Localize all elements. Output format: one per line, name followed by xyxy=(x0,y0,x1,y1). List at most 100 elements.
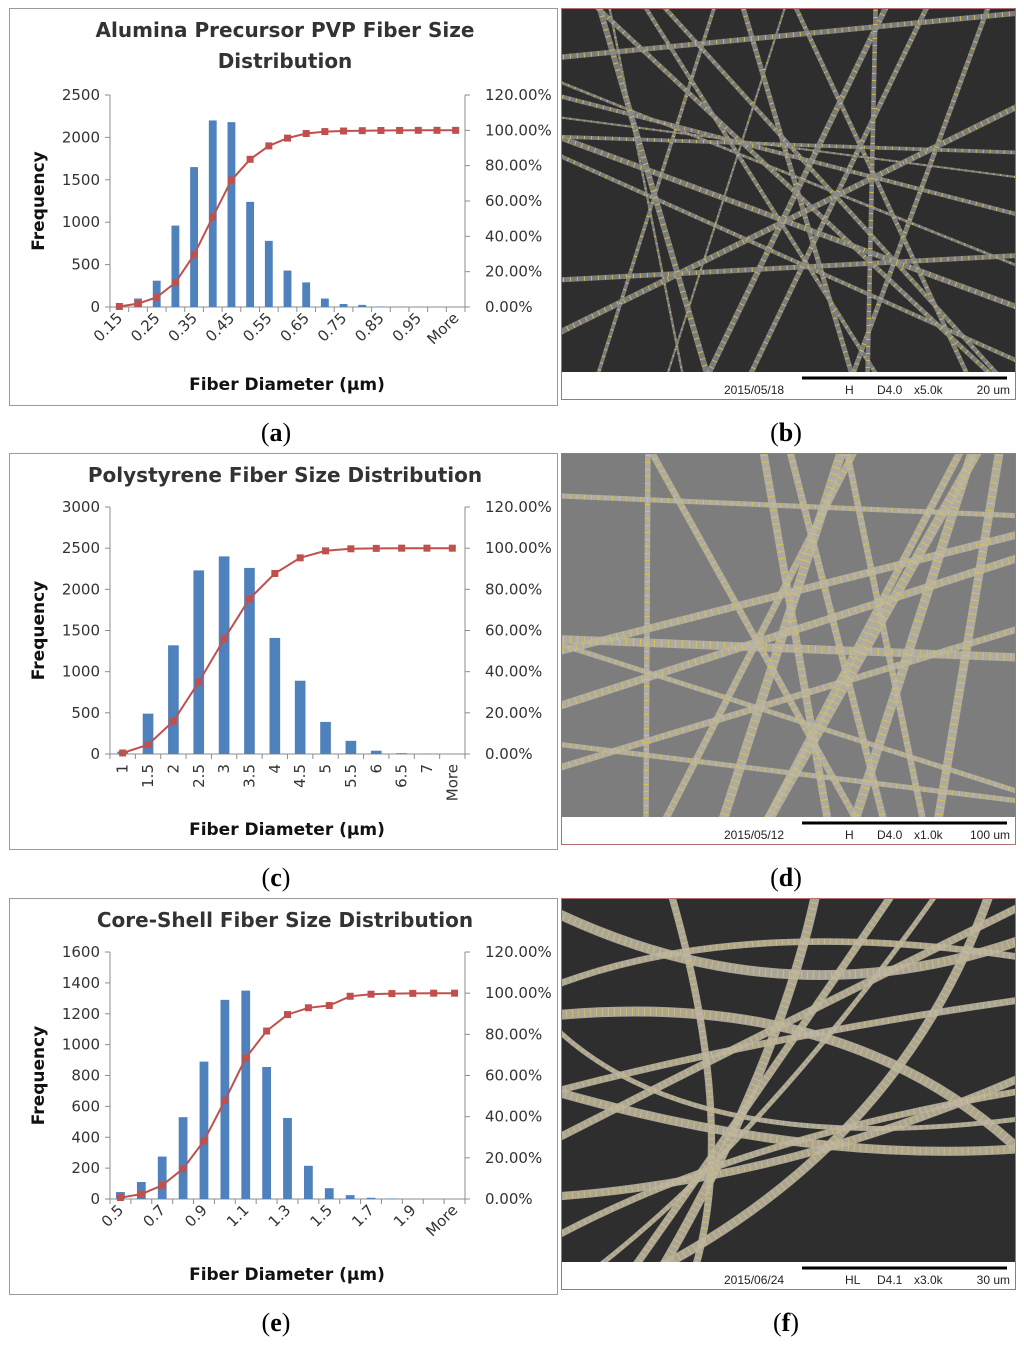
fiber xyxy=(562,135,1015,310)
fiber-measure-marks xyxy=(644,9,890,394)
cumulative-point xyxy=(179,1165,187,1173)
y2-tick-label: 20.00% xyxy=(485,704,542,722)
y-tick-label: 1600 xyxy=(62,943,100,961)
cumulative-point xyxy=(200,1137,208,1145)
frequency-bar xyxy=(339,304,348,307)
cumulative-point xyxy=(322,547,330,555)
sem-mode: H xyxy=(845,383,854,397)
x-tick-label: 1 xyxy=(114,764,132,774)
cumulative-point xyxy=(304,1004,312,1012)
x-tick-label: 0.55 xyxy=(239,309,275,345)
y-tick-label: 0 xyxy=(90,1190,100,1208)
caption-f: (f) xyxy=(772,1308,799,1337)
cumulative-point xyxy=(409,989,417,997)
x-tick-label: 0.95 xyxy=(389,309,425,345)
y-tick-label: 500 xyxy=(71,704,100,722)
y-tick-label: 1000 xyxy=(62,1036,100,1054)
cumulative-point xyxy=(190,251,198,259)
y2-tick-label: 120.00% xyxy=(485,86,552,104)
y2-tick-label: 100.00% xyxy=(485,121,552,139)
cumulative-point xyxy=(396,126,404,134)
fiber-measure-marks xyxy=(562,104,1015,335)
y2-tick-label: 100.00% xyxy=(485,539,552,557)
frequency-bar xyxy=(244,567,255,754)
caption-b: (b) xyxy=(770,418,802,447)
frequency-bar xyxy=(193,570,205,754)
sem-date: 2015/06/24 xyxy=(724,1273,784,1287)
fiber-measure-marks xyxy=(562,1089,1015,1237)
y-tick-label: 500 xyxy=(71,256,100,274)
y2-tick-label: 40.00% xyxy=(485,663,542,681)
cumulative-point xyxy=(153,293,161,301)
y-tick-label: 200 xyxy=(71,1159,100,1177)
cumulative-point xyxy=(220,635,228,643)
fiber-measure-marks xyxy=(660,9,786,393)
cumulative-point xyxy=(284,1011,291,1019)
y-tick-label: 800 xyxy=(71,1067,100,1085)
sem-working-distance: D4.1 xyxy=(877,1273,903,1287)
y-tick-label: 1000 xyxy=(62,663,100,681)
y2-tick-label: 60.00% xyxy=(485,622,542,640)
cumulative-point xyxy=(430,989,438,997)
cumulative-point xyxy=(284,134,291,142)
y-tick-label: 0 xyxy=(90,745,100,763)
x-tick-label: 0.25 xyxy=(127,309,163,345)
chart-title: Alumina Precursor PVP Fiber Size xyxy=(96,18,475,42)
y2-tick-label: 0.00% xyxy=(485,745,533,763)
x-tick-label: 4 xyxy=(266,764,284,774)
y2-tick-label: 80.00% xyxy=(485,157,542,175)
y-axis-label: Frequency xyxy=(29,1026,49,1126)
y-tick-label: 1500 xyxy=(62,171,100,189)
x-tick-label: 1.7 xyxy=(348,1201,378,1231)
sem-mode: HL xyxy=(845,1273,861,1287)
y-tick-label: 2500 xyxy=(62,86,100,104)
sem-image-polystyrene: 2015/05/12 H D4.0 x1.0k 100 um xyxy=(562,454,1015,844)
cumulative-point xyxy=(372,544,380,552)
fiber xyxy=(562,81,1015,267)
y-tick-label: 1400 xyxy=(62,974,100,992)
caption-f-letter: f xyxy=(781,1308,791,1337)
fiber-measure-marks xyxy=(562,905,1015,1140)
frequency-bar xyxy=(302,282,311,307)
frequency-bar xyxy=(283,1117,292,1199)
frequency-bar xyxy=(168,645,179,754)
x-tick-label: 0.75 xyxy=(314,309,350,345)
fiber xyxy=(629,899,993,1287)
cumulative-point xyxy=(137,1190,145,1198)
x-tick-label: More xyxy=(422,1201,461,1240)
sem-image-alumina: 2015/05/18 H D4.0 x5.0k 20 um xyxy=(562,9,1015,399)
chart-alumina-pvp: Alumina Precursor PVP Fiber Size Distribu… xyxy=(29,18,552,395)
fiber xyxy=(608,9,688,393)
frequency-bar xyxy=(396,753,407,754)
y2-tick-label: 20.00% xyxy=(485,1149,542,1167)
fiber xyxy=(844,454,930,838)
fiber xyxy=(649,899,820,1285)
x-tick-label: 0.5 xyxy=(98,1201,128,1231)
cumulative-point xyxy=(169,717,177,725)
frequency-bar xyxy=(324,1188,334,1199)
x-tick-label: 0.45 xyxy=(202,309,238,345)
sem-working-distance: D4.0 xyxy=(877,828,903,842)
y-tick-label: 2500 xyxy=(62,539,100,557)
frequency-bar xyxy=(294,680,306,754)
x-tick-label: 3 xyxy=(215,764,233,774)
fiber xyxy=(562,116,1015,178)
x-axis-label: Fiber Diameter (μm) xyxy=(189,820,385,840)
frequency-bar xyxy=(136,1182,146,1199)
sem-date: 2015/05/12 xyxy=(724,828,784,842)
sem-working-distance: D4.0 xyxy=(877,383,903,397)
y2-tick-label: 120.00% xyxy=(485,498,552,516)
cumulative-point xyxy=(398,544,406,552)
cumulative-point xyxy=(296,554,304,562)
cumulative-point xyxy=(414,126,422,134)
x-tick-label: 3.5 xyxy=(240,764,258,788)
x-tick-label: 1.1 xyxy=(223,1201,253,1231)
cumulative-point xyxy=(242,1054,250,1062)
x-tick-label: 0.7 xyxy=(139,1201,169,1231)
caption-e: (e) xyxy=(261,1308,291,1337)
sem-scale-label: 100 um xyxy=(970,828,1010,842)
cumulative-point xyxy=(452,126,460,134)
frequency-bar xyxy=(178,1117,188,1199)
fiber xyxy=(562,134,1015,155)
x-tick-label: 7 xyxy=(418,764,436,774)
